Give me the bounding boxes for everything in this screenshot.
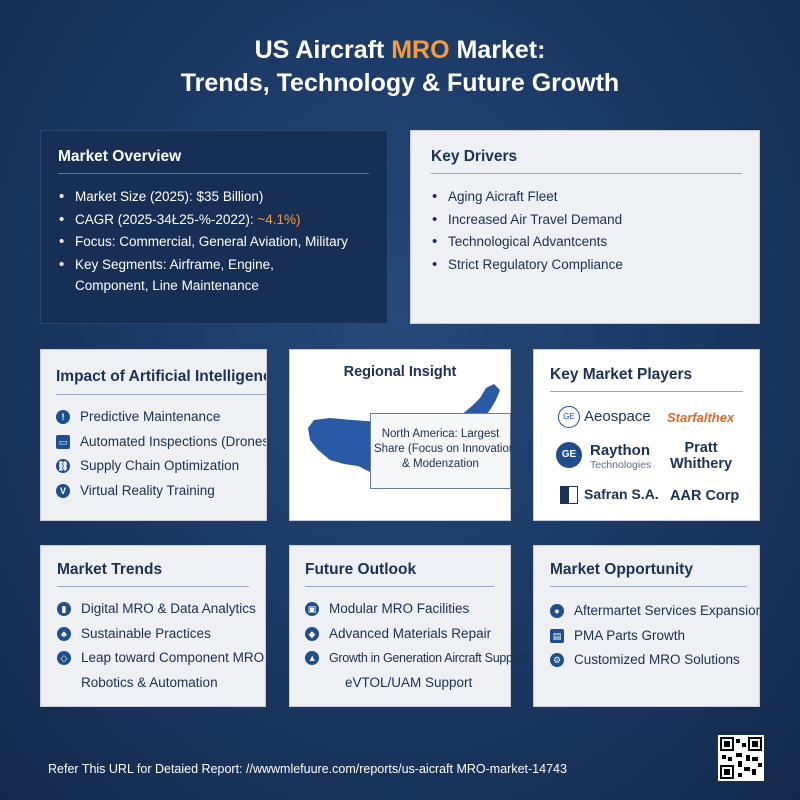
customize-icon: ⚙ (550, 653, 564, 667)
key-players-heading: Key Market Players (550, 366, 743, 392)
logo-aar: AAR Corp (670, 488, 740, 504)
list-item: Strict Regulatory Compliance (431, 254, 742, 277)
title-accent: MRO (391, 36, 450, 64)
divider (56, 394, 266, 395)
market-trends-card: Market Trends ▮ Digital MRO & Data Analyt… (40, 545, 266, 707)
market-trends-list: ▮ Digital MRO & Data Analytics ♣ Sustainab… (57, 597, 264, 671)
people-icon: ● (550, 604, 564, 618)
list-item: ▲ Growth in Generation Aircraft Support (305, 646, 527, 671)
safran-label: Safran S.A. (584, 486, 659, 502)
logo-starfalthex: Starfalthex (667, 410, 735, 425)
list-item: ! Predictive Maintenance (56, 405, 266, 430)
footer-report-link[interactable]: Refer This URL for Detaied Report: //www… (48, 762, 567, 776)
chain-icon: ⛓ (56, 459, 70, 473)
whithery-label: Whithery (670, 456, 733, 472)
callout-line3: & Modenzation (402, 458, 479, 470)
list-item-label: Automated Inspections (Drones) (80, 433, 267, 449)
market-overview-heading: Market Overview (58, 148, 369, 174)
market-trends-heading: Market Trends (57, 561, 249, 587)
drone-icon: ▭ (56, 434, 70, 449)
list-item: ⚙ Customized MRO Solutions (550, 648, 747, 673)
list-item-label: Leap toward Component MRO (81, 650, 265, 665)
list-item-label: Aftermartet Services Expansion (574, 603, 764, 618)
list-item: ▤ PMA Parts Growth (550, 624, 747, 649)
market-opportunity-heading: Market Opportunity (550, 561, 747, 587)
key-players-card: Key Market Players GE Aeospace Starfalthe… (533, 349, 760, 521)
vr-headset-icon: V (56, 483, 70, 498)
market-opportunity-card: Market Opportunity ● Aftermartet Services… (533, 545, 763, 707)
list-item-label: Customized MRO Solutions (574, 652, 740, 667)
trends-continued: Robotics & Automation (81, 674, 218, 690)
list-item-label: PMA Parts Growth (574, 627, 686, 643)
aeospace-label: Aeospace (584, 407, 651, 425)
ai-impact-card: Impact of Artificial Intelligence ! Predi… (40, 349, 267, 521)
list-item-label: Supply Chain Optimization (80, 458, 240, 473)
regional-heading: Regional Insight (343, 364, 457, 380)
regional-callout: North America: Largest Share (Focus on I… (370, 413, 516, 489)
modular-icon: ▣ (305, 602, 319, 616)
list-item: ▮ Digital MRO & Data Analytics (57, 597, 256, 622)
pratt-label: Pratt (684, 440, 718, 456)
list-item-label: Advanced Materials Repair (329, 625, 492, 641)
list-item: ⛓ Supply Chain Optimization (56, 454, 266, 479)
leaf-icon: ♣ (57, 626, 71, 641)
market-overview-card: Market Overview Market Size (2025): $35 … (40, 130, 388, 324)
parts-icon: ▤ (550, 628, 564, 643)
list-item: V Virtual Reality Training (56, 479, 266, 504)
title-suffix: Market: (449, 36, 546, 64)
list-item: ◆ Advanced Materials Repair (305, 622, 510, 647)
list-item-label: Sustainable Practices (81, 625, 211, 641)
future-outlook-heading: Future Outlook (305, 561, 494, 587)
list-item: ● Aftermartet Services Expansion (550, 599, 763, 624)
ge-logo-icon: GE (556, 442, 582, 468)
key-drivers-heading: Key Drivers (431, 148, 742, 174)
cagr-label: CAGR (2025-34Ł25-%-2022): (75, 211, 258, 227)
list-item: Focus: Commercial, General Aviation, Mil… (58, 231, 369, 254)
component-icon: ◇ (57, 651, 71, 665)
title-prefix: US Aircraft (254, 36, 392, 64)
logo-aeospace: GE Aeospace (558, 406, 651, 428)
list-item: ▣ Modular MRO Facilities (305, 597, 510, 622)
safran-logo-icon (560, 486, 578, 505)
segments-continued: Component, Line Maintenance (75, 278, 259, 293)
list-item-label: Modular MRO Facilities (329, 601, 470, 616)
list-item: ▭ Automated Inspections (Drones) (56, 430, 266, 455)
list-item: ♣ Sustainable Practices (57, 622, 249, 647)
growth-icon: ▲ (305, 651, 319, 665)
market-opportunity-list: ● Aftermartet Services Expansion ▤ PMA Par… (550, 599, 763, 673)
ge-logo-icon: GE (558, 406, 580, 428)
outlook-continued: eVTOL/UAM Support (345, 674, 473, 690)
raython-label: Raython (590, 442, 650, 459)
list-item: ◇ Leap toward Component MRO (57, 646, 264, 671)
list-item: CAGR (2025-34Ł25-%-2022): ~4.1%) (58, 209, 369, 232)
list-item-label: Predictive Maintenance (80, 409, 221, 424)
list-item: Aging Aicraft Fleet (431, 186, 742, 209)
ai-impact-heading: Impact of Artificial Intelligence (56, 368, 267, 385)
materials-icon: ◆ (305, 626, 319, 641)
callout-line1: North America: Largest (381, 428, 500, 440)
future-outlook-card: Future Outlook ▣ Modular MRO Facilities ◆… (289, 545, 527, 707)
future-outlook-list: ▣ Modular MRO Facilities ◆ Advanced Materi… (305, 597, 527, 671)
list-item-label: Virtual Reality Training (80, 482, 215, 498)
analytics-icon: ▮ (57, 602, 71, 616)
page-title: US Aircraft MRO Market: Trends, Technolo… (0, 34, 800, 100)
list-item: Increased Air Travel Demand (431, 209, 742, 232)
logo-pratt-whithery: Pratt Whithery (670, 440, 732, 472)
callout-line2: Share (Focus on Innovation (374, 443, 516, 455)
list-item-label: Growth in Generation Aircraft Support (329, 651, 527, 665)
title-line2: Trends, Technology & Future Growth (180, 69, 620, 97)
raython-sub-label: Technologies (590, 459, 652, 471)
ai-impact-list: ! Predictive Maintenance ▭ Automated Inspe… (56, 405, 266, 503)
logo-safran: Safran S.A. (560, 486, 659, 505)
list-item-label: Digital MRO & Data Analytics (81, 601, 256, 616)
list-item: Market Size (2025): $35 Billion) (58, 186, 369, 209)
cagr-value: ~4.1%) (257, 211, 301, 227)
list-item: Key Segments: Airframe, Engine, (58, 254, 369, 277)
list-item: Technological Advantcents (431, 231, 742, 254)
brain-icon: ! (56, 410, 70, 424)
key-drivers-list: Aging Aicraft Fleet Increased Air Travel… (431, 186, 742, 276)
key-drivers-card: Key Drivers Aging Aicraft Fleet Increase… (410, 130, 760, 324)
market-overview-list: Market Size (2025): $35 Billion) CAGR (2… (58, 186, 369, 276)
qr-code-icon[interactable] (718, 735, 764, 781)
